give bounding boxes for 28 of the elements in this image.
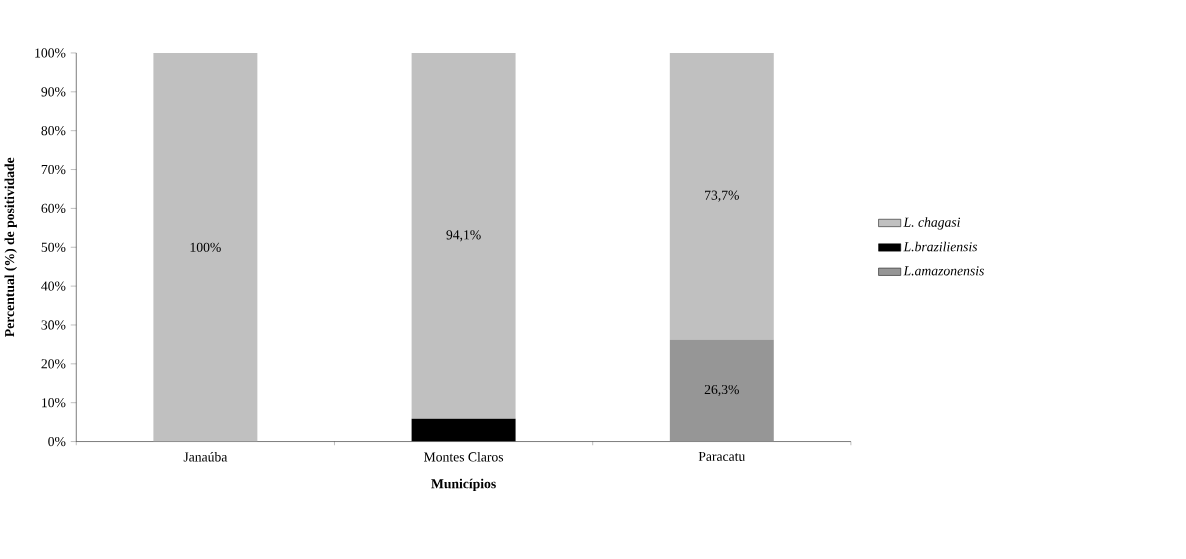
legend-label: L.amazonensis <box>903 266 984 276</box>
data-label: 73,7% <box>705 190 739 202</box>
y-tick-label: 50% <box>41 242 66 253</box>
y-tick-label: 60% <box>41 204 66 214</box>
x-tick-label: Janaúba <box>183 452 228 462</box>
y-axis-title: Percentual (%) de positividade <box>4 157 17 338</box>
y-tick-label: 0% <box>48 437 66 447</box>
legend-label: L. chagasi <box>903 217 961 230</box>
data-label: 26,3% <box>704 385 739 397</box>
bar <box>669 339 774 442</box>
data-label: 100% <box>190 242 221 253</box>
y-tick-label: 80% <box>41 126 66 136</box>
y-tick-label: 100% <box>35 48 66 58</box>
bar <box>411 418 516 442</box>
y-tick-label: 40% <box>41 281 66 291</box>
bar <box>153 53 258 442</box>
legend-label: L.braziliensis <box>903 241 978 252</box>
y-tick-label: 30% <box>41 320 66 330</box>
y-tick-label: 20% <box>41 359 66 369</box>
y-tick-label: 90% <box>41 87 66 97</box>
data-label: 94,1% <box>446 230 481 242</box>
bar <box>411 53 516 419</box>
y-tick-label: 10% <box>42 398 66 408</box>
x-axis-title: Municípios <box>431 478 496 492</box>
x-tick-label: Montes Claros <box>423 452 504 462</box>
x-tick-label: Paracatu <box>698 452 746 462</box>
y-tick-label: 70% <box>41 165 66 175</box>
bar <box>669 53 774 340</box>
